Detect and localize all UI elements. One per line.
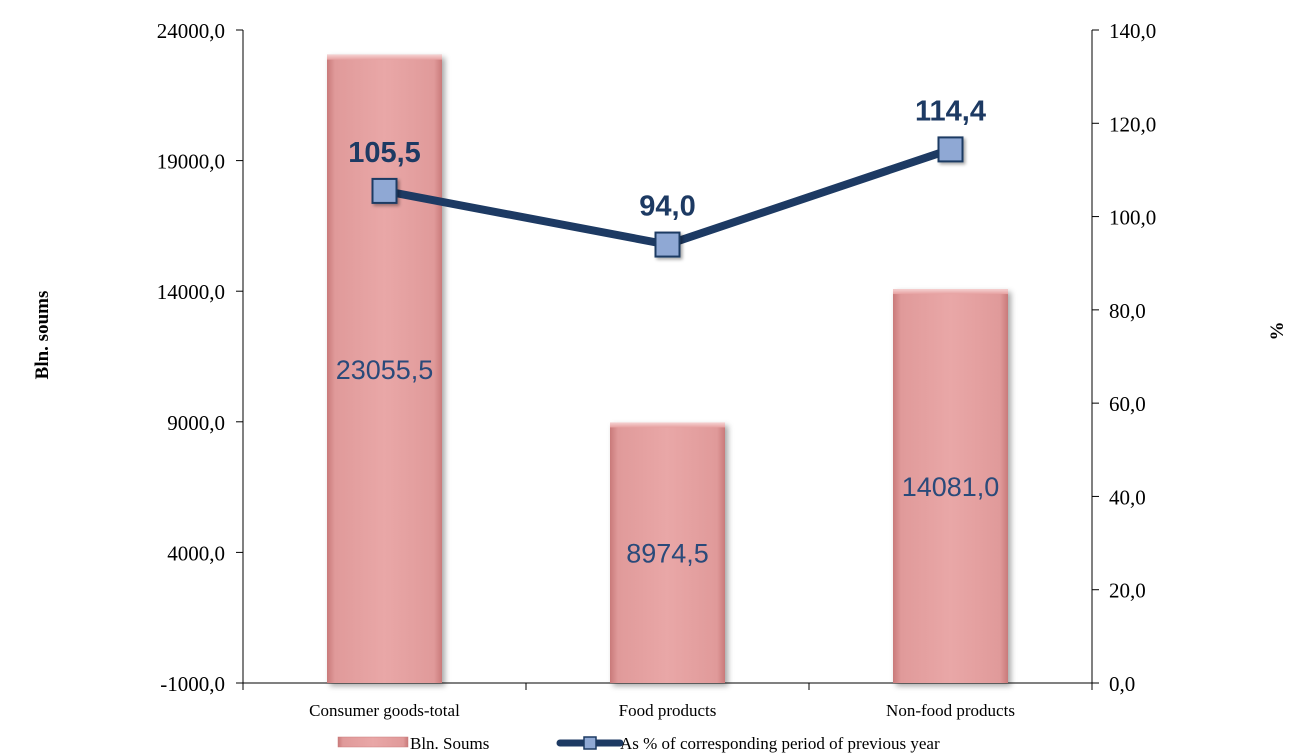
right-axis-tick-label: 120,0 — [1109, 112, 1156, 136]
bar — [610, 422, 725, 683]
bars — [327, 54, 1008, 683]
percent-line — [371, 136, 964, 258]
left-axis-tick-label: 24000,0 — [157, 19, 225, 43]
left-axis-tick-label: 19000,0 — [157, 150, 225, 174]
bar-value-labels: 23055,5 8974,5 14081,0 — [336, 355, 1000, 569]
bar-value-label: 23055,5 — [336, 355, 434, 385]
x-axis: Consumer goods-total Food products Non-foo… — [242, 682, 1093, 720]
bar-top-bevel — [893, 289, 1008, 295]
percent-line-marker — [937, 136, 964, 163]
left-axis-tick-label: -1000,0 — [160, 672, 225, 696]
bar-value-label: 8974,5 — [626, 539, 709, 569]
bar-top-bevel — [610, 422, 725, 428]
bar-body — [893, 289, 1008, 683]
legend-line-label: As % of corresponding period of previous… — [620, 734, 940, 753]
x-axis-category-label: Non-food products — [886, 701, 1015, 720]
bar-body — [327, 54, 442, 683]
right-axis-tick-label: 100,0 — [1109, 206, 1156, 230]
bar-body — [610, 422, 725, 683]
right-axis-tick-label: 20,0 — [1109, 579, 1146, 603]
line-value-label: 94,0 — [639, 191, 695, 223]
right-axis-tick-label: 60,0 — [1109, 392, 1146, 416]
legend-bar-swatch — [337, 736, 409, 748]
right-axis-title: % — [1267, 322, 1288, 341]
right-axis-tick-label: 140,0 — [1109, 19, 1156, 43]
line-value-label: 105,5 — [348, 137, 421, 169]
legend: Bln. Soums As % of corresponding period … — [337, 734, 940, 753]
bar-value-label: 14081,0 — [902, 472, 1000, 502]
line-value-label: 114,4 — [915, 95, 986, 127]
legend-item-bars: Bln. Soums — [337, 734, 489, 753]
right-axis-tick-label: 80,0 — [1109, 299, 1146, 323]
x-axis-category-label: Food products — [619, 701, 717, 720]
percent-line-marker — [371, 177, 398, 204]
legend-item-line: As % of corresponding period of previous… — [556, 734, 940, 753]
right-axis: 0,0 20,0 40,0 60,0 80,0 100,0 120,0 140,0 — [1091, 19, 1156, 696]
left-axis-title: Bln. soums — [32, 291, 53, 380]
left-axis-tick-label: 4000,0 — [167, 541, 225, 565]
percent-line-marker — [654, 231, 681, 258]
left-axis-tick-label: 14000,0 — [157, 280, 225, 304]
line-value-labels: 105,5 94,0 114,4 — [348, 95, 986, 222]
legend-line-marker — [583, 736, 597, 750]
right-axis-tick-label: 40,0 — [1109, 485, 1146, 509]
bar — [893, 289, 1008, 683]
x-axis-category-label: Consumer goods-total — [309, 701, 460, 720]
left-axis-tick-label: 9000,0 — [167, 411, 225, 435]
left-axis: -1000,0 4000,0 9000,0 14000,0 19000,0 24000,0 — [157, 19, 244, 696]
right-axis-tick-label: 0,0 — [1109, 672, 1135, 696]
legend-bar-label: Bln. Soums — [410, 734, 489, 753]
bar — [327, 54, 442, 683]
bar-top-bevel — [327, 54, 442, 60]
